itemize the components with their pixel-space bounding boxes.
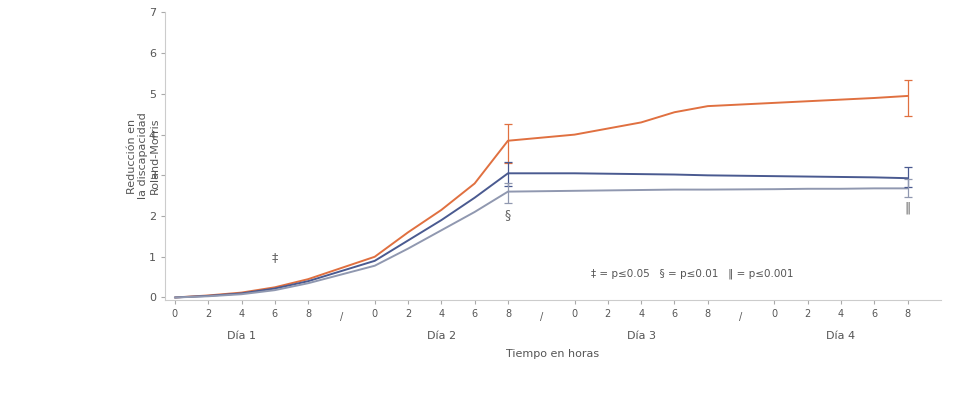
Text: ‡: ‡ [271,251,278,264]
Text: /: / [738,312,742,322]
Text: ‖: ‖ [903,202,910,215]
Text: Día 4: Día 4 [826,331,855,341]
Text: ‡ = p≤0.05   § = p≤0.01   ‖ = p≤0.001: ‡ = p≤0.05 § = p≤0.01 ‖ = p≤0.001 [590,269,793,279]
Y-axis label: Reducción en
la discapacidad
Roland-Morris: Reducción en la discapacidad Roland-Morr… [127,113,160,199]
Text: /: / [339,312,343,322]
Text: Día 1: Día 1 [227,331,256,341]
Text: Día 3: Día 3 [626,331,655,341]
X-axis label: Tiempo en horas: Tiempo en horas [506,349,599,359]
Text: §: § [504,208,511,221]
Text: /: / [539,312,543,322]
Text: Día 2: Día 2 [426,331,455,341]
